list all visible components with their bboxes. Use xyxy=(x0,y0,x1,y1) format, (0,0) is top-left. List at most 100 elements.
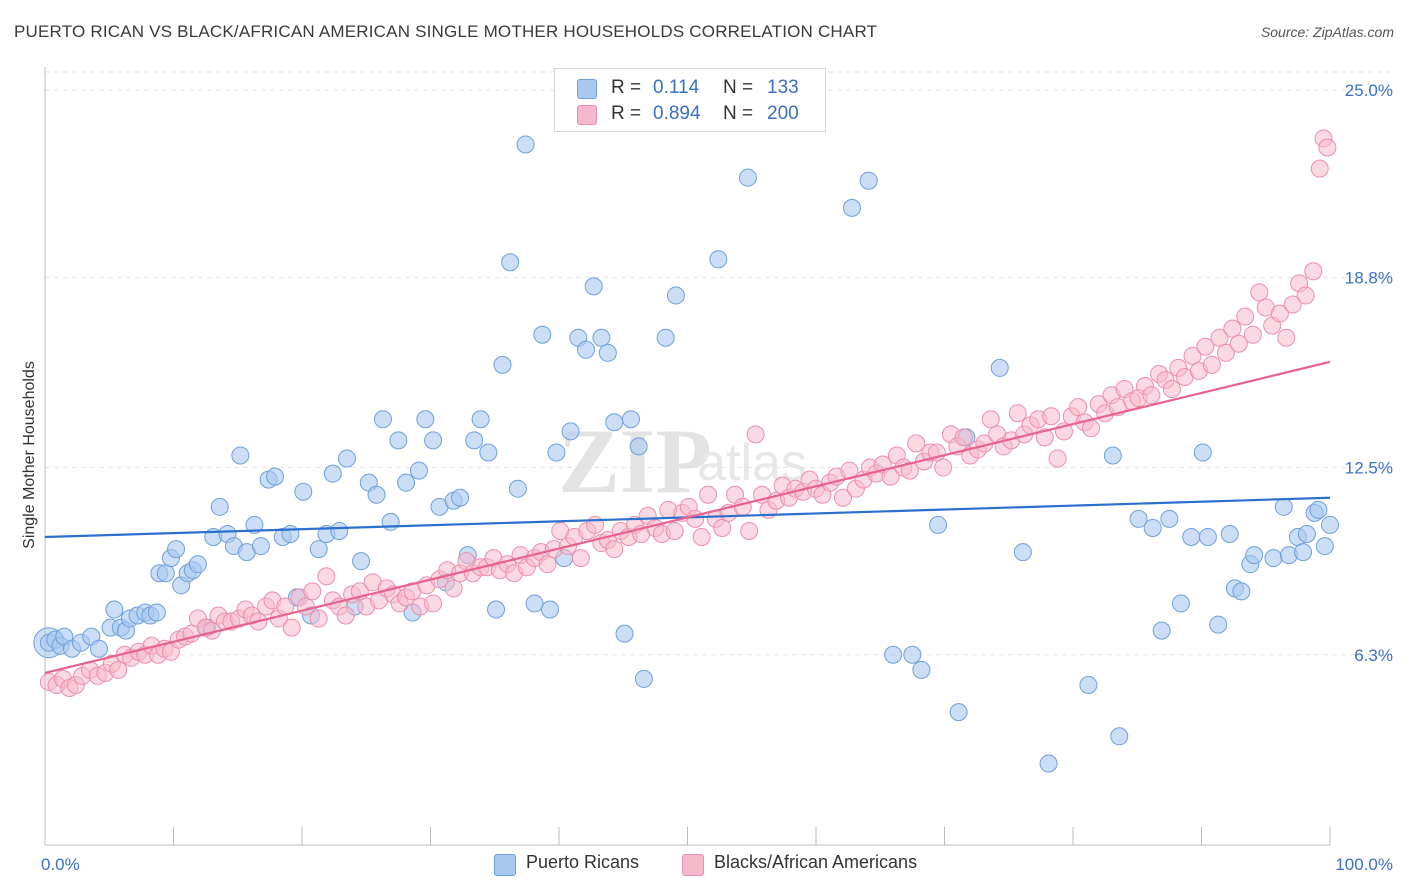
pink-swatch xyxy=(577,105,597,125)
blue-point xyxy=(479,443,498,462)
blue-point xyxy=(323,464,342,483)
blue-point xyxy=(525,594,544,613)
trend-lines xyxy=(44,360,1331,674)
blue-point xyxy=(738,168,757,187)
pink-point xyxy=(1008,404,1027,423)
pink-point xyxy=(1229,334,1248,353)
correlation-legend: R = 0.114 N = 133 R = 0.894 N = 200 xyxy=(554,68,826,132)
blue-point xyxy=(105,600,124,619)
r-label: R = xyxy=(611,77,642,98)
blue-point xyxy=(912,660,931,679)
pink-point xyxy=(1210,328,1229,347)
blue-point xyxy=(1129,509,1148,528)
pink-point xyxy=(1035,428,1054,447)
pink-point xyxy=(981,410,1000,429)
blue-point xyxy=(471,410,490,429)
chart-title: PUERTO RICAN VS BLACK/AFRICAN AMERICAN S… xyxy=(14,22,878,41)
pink-point xyxy=(1250,283,1269,302)
blue-point xyxy=(656,328,675,347)
pink-point xyxy=(954,428,973,447)
blue-point xyxy=(884,645,903,664)
r-value: 0.894 xyxy=(653,103,701,124)
blue-point xyxy=(294,482,313,501)
pink-point xyxy=(1310,159,1329,178)
n-value: 200 xyxy=(767,103,799,124)
y-tick-labels: 6.3% 12.5% 18.8% 25.0% xyxy=(1345,81,1393,665)
blue-point xyxy=(576,340,595,359)
blue-point xyxy=(621,410,640,429)
pink-point xyxy=(713,518,732,537)
blue-point xyxy=(501,253,520,272)
source-label: Source: ZipAtlas.com xyxy=(1260,24,1394,40)
pink-point xyxy=(1283,295,1302,314)
y-axis-label: Single Mother Households xyxy=(21,361,38,549)
blue-point xyxy=(1013,543,1032,562)
blue-point xyxy=(1309,500,1328,519)
pink-point xyxy=(833,488,852,507)
pink-point xyxy=(538,555,557,574)
blue-point xyxy=(89,639,108,658)
blue-point xyxy=(210,497,229,516)
pink-point xyxy=(733,497,752,516)
r-label: R = xyxy=(611,103,642,124)
blue-point xyxy=(1274,497,1293,516)
blue-point xyxy=(245,515,264,534)
y-tick-label: 6.3% xyxy=(1354,646,1393,665)
blue-point xyxy=(487,600,506,619)
blue-point xyxy=(1103,446,1122,465)
pink-point xyxy=(1296,286,1315,305)
blue-point xyxy=(367,485,386,504)
blue-point xyxy=(147,603,166,622)
blue-point xyxy=(516,135,535,154)
pink-point xyxy=(1162,380,1181,399)
pink-point xyxy=(282,618,301,637)
blue-point xyxy=(541,600,560,619)
pink-point xyxy=(109,660,128,679)
r-value: 0.114 xyxy=(653,77,700,98)
blue-point xyxy=(156,564,175,583)
blue-point xyxy=(1232,582,1251,601)
blue-point xyxy=(1079,675,1098,694)
blue-point xyxy=(1321,515,1339,534)
pink-point xyxy=(1042,407,1061,426)
blue-point xyxy=(598,343,617,362)
blue-point xyxy=(337,449,356,468)
pink-point xyxy=(907,434,926,453)
blue-point xyxy=(1110,727,1129,746)
pink-point xyxy=(692,528,711,547)
blue-point xyxy=(629,437,648,456)
blue-point xyxy=(266,467,285,486)
blue-point xyxy=(1297,524,1316,543)
blue-point xyxy=(167,540,186,559)
y-tick-label: 12.5% xyxy=(1345,459,1393,478)
blue-point xyxy=(330,521,349,540)
blue-point xyxy=(352,552,371,571)
axes xyxy=(44,67,1331,846)
blue-point xyxy=(533,325,552,344)
y-tick-label: 25.0% xyxy=(1345,81,1393,100)
blue-point xyxy=(1209,615,1228,634)
blue-point xyxy=(842,198,861,217)
pink-point xyxy=(686,509,705,528)
pink-point xyxy=(296,597,315,616)
blue-point xyxy=(451,488,470,507)
blue-point xyxy=(1182,528,1201,547)
x-tick-labels: 0.0% 100.0% xyxy=(41,855,1393,874)
pink-point xyxy=(1304,262,1323,281)
trend-line-blacks xyxy=(44,360,1331,674)
blue-point xyxy=(1264,549,1283,568)
blue-point xyxy=(1315,537,1334,556)
blue-point xyxy=(1245,546,1264,565)
legend-label: Blacks/African Americans xyxy=(714,852,918,872)
blue-point xyxy=(231,446,250,465)
blue-point xyxy=(1198,528,1217,547)
blue-point xyxy=(615,624,634,643)
blue-point xyxy=(188,555,207,574)
pink-point xyxy=(665,521,684,540)
pink-point xyxy=(1196,337,1215,356)
blue-point xyxy=(561,422,580,441)
pink-point xyxy=(934,458,953,477)
n-value: 133 xyxy=(767,77,799,98)
pink-point xyxy=(605,540,624,559)
blue-point xyxy=(465,431,484,450)
